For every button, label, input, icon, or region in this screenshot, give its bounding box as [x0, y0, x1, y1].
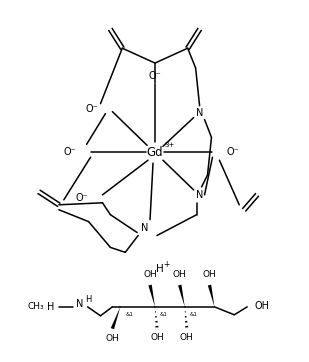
- Text: H: H: [156, 264, 164, 274]
- Polygon shape: [148, 285, 155, 307]
- Text: OH: OH: [180, 333, 193, 342]
- Polygon shape: [111, 307, 120, 329]
- Text: &1: &1: [190, 312, 197, 317]
- Text: OH: OH: [143, 270, 157, 279]
- Text: Gd: Gd: [147, 146, 163, 159]
- Text: H: H: [47, 302, 55, 312]
- Text: OH: OH: [105, 334, 119, 343]
- Text: O⁻: O⁻: [226, 147, 239, 157]
- Text: 3+: 3+: [165, 142, 175, 148]
- Text: &1: &1: [160, 312, 168, 317]
- Text: CH₃: CH₃: [28, 302, 44, 311]
- Text: N: N: [142, 223, 149, 232]
- Polygon shape: [208, 285, 214, 307]
- Text: OH: OH: [203, 270, 216, 279]
- Text: O⁻: O⁻: [64, 147, 77, 157]
- Text: O⁻: O⁻: [86, 104, 99, 114]
- Text: OH: OH: [173, 270, 187, 279]
- Text: N: N: [196, 190, 203, 200]
- Text: N: N: [76, 299, 83, 309]
- Text: O⁻: O⁻: [76, 193, 89, 203]
- Text: &1: &1: [125, 312, 133, 317]
- Text: O⁻: O⁻: [149, 71, 161, 81]
- Text: OH: OH: [150, 333, 164, 342]
- Text: H: H: [85, 295, 92, 304]
- Text: N: N: [196, 108, 203, 118]
- Text: OH: OH: [254, 301, 269, 311]
- Text: +: +: [164, 260, 170, 269]
- Polygon shape: [178, 285, 185, 307]
